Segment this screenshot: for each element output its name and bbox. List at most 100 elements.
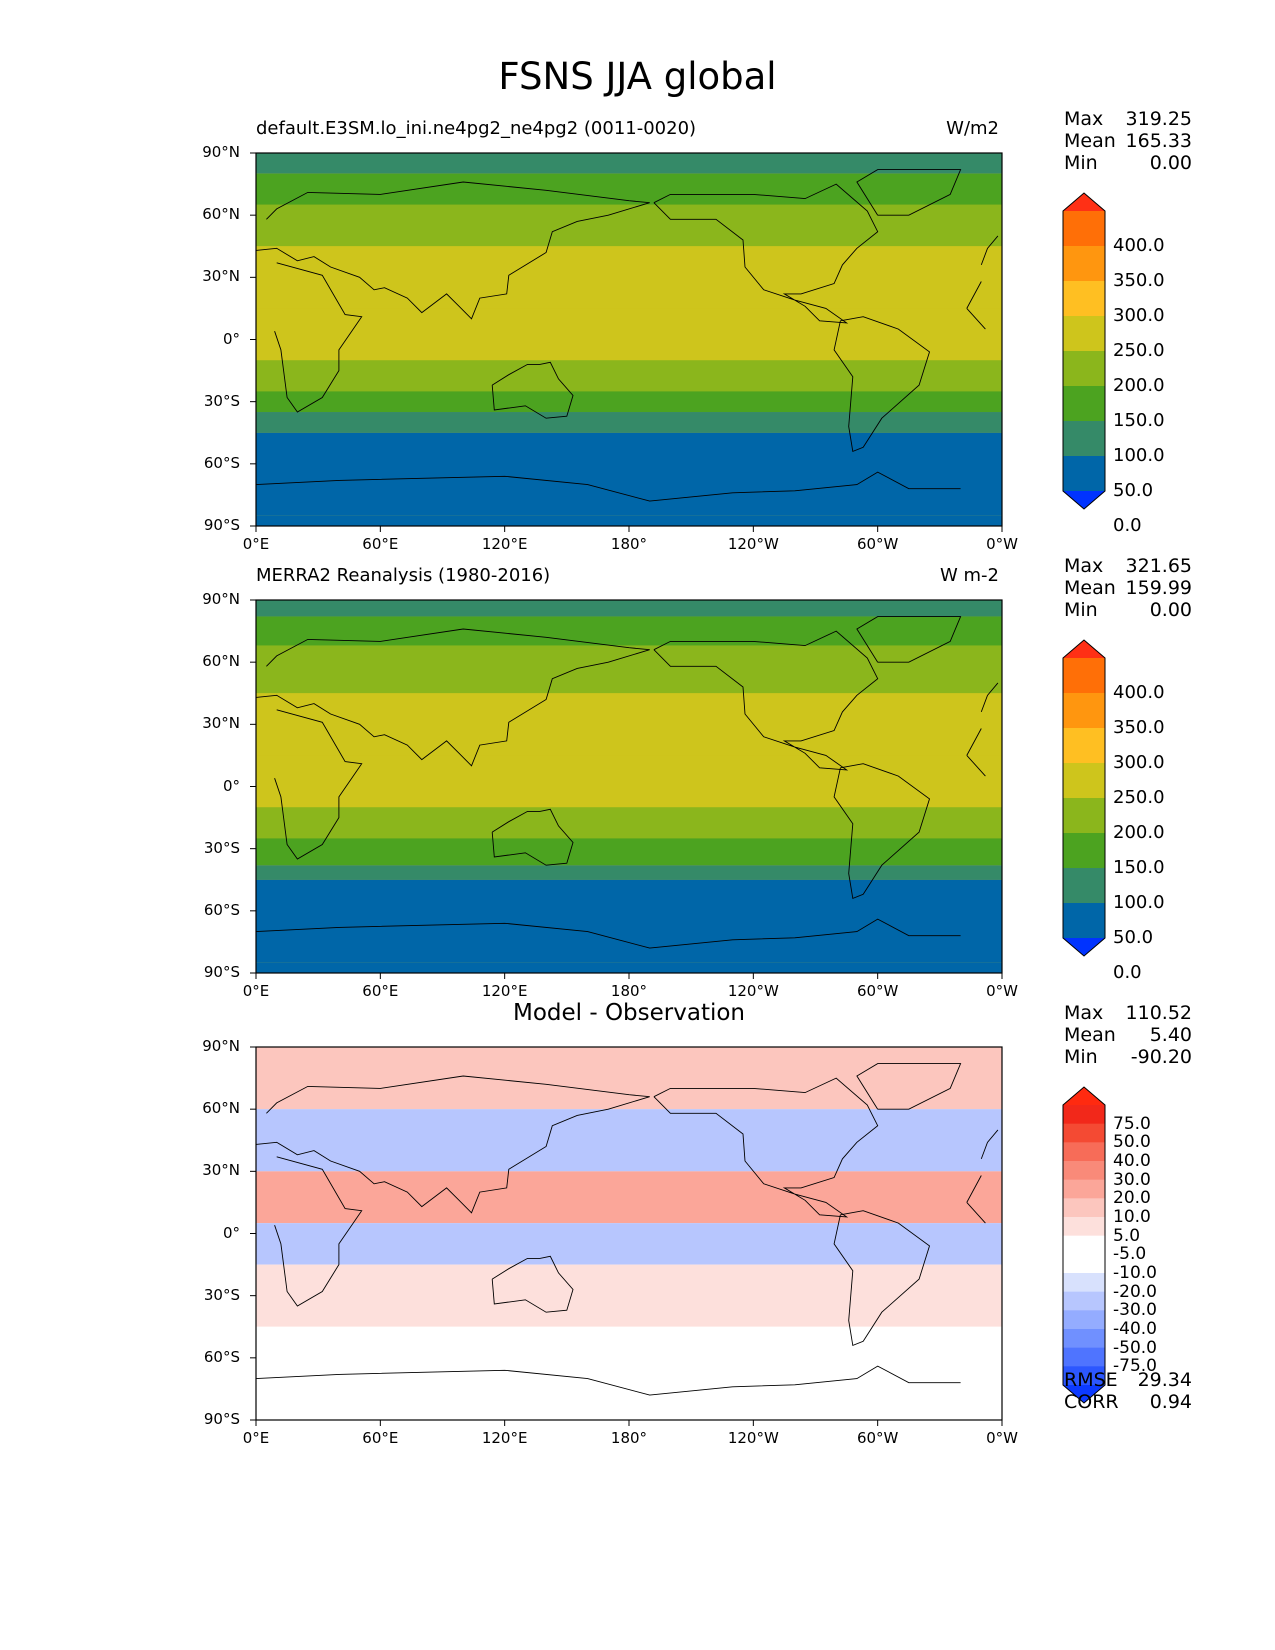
coastline-6 xyxy=(255,471,961,502)
coastline-5 xyxy=(856,169,962,216)
coastline-4 xyxy=(491,1255,574,1313)
x-tick-label: 120°E xyxy=(481,1429,528,1447)
colorbar-bin xyxy=(1063,351,1105,387)
colorbar-extend-max xyxy=(1063,640,1105,658)
colorbar-bin xyxy=(1063,1123,1105,1143)
zonal-band-1 xyxy=(256,173,1002,205)
stat-value: 0.00 xyxy=(1149,152,1192,174)
colorbar-bin xyxy=(1063,246,1105,282)
stats-block: Max 110.52 Mean 5.40 Min -90.20 xyxy=(1064,1002,1192,1068)
coastline-6 xyxy=(255,1365,961,1396)
zonal-band-1 xyxy=(256,1109,1002,1172)
colorbar-bin xyxy=(1063,1217,1105,1237)
units-label: W/m2 xyxy=(946,118,999,139)
colorbar-outline xyxy=(1062,639,1106,957)
x-tick-label: 60°E xyxy=(362,982,399,1000)
panel-observation: 0°E 60°E 120°E 180° 120°W 60°W 0°W 90°N 60°N 30°N… xyxy=(0,555,1275,1005)
metric-row: RMSE 29.34 xyxy=(1064,1369,1192,1391)
zonal-band-5 xyxy=(256,360,1002,392)
y-tick-label: 90°S xyxy=(203,1410,240,1428)
stat-label: Mean xyxy=(1064,1024,1116,1046)
stat-value: 321.65 xyxy=(1125,555,1192,577)
colorbar-tick-label: 75.0 xyxy=(1113,1113,1151,1134)
colorbar-tick-label: 150.0 xyxy=(1113,410,1165,431)
y-tick-label: 90°N xyxy=(202,590,240,608)
stat-label: Min xyxy=(1064,152,1098,174)
colorbar-tick-label: 400.0 xyxy=(1113,682,1165,703)
stats-block: Max 319.25 Mean 165.33 Min 0.00 xyxy=(1064,108,1192,174)
metric-value: 0.94 xyxy=(1149,1391,1192,1413)
coastline-4 xyxy=(491,808,574,866)
stat-value: 165.33 xyxy=(1125,130,1192,152)
colorbar-bin xyxy=(1063,868,1105,904)
zonal-band-5 xyxy=(256,807,1002,839)
colorbar-tick-label: 100.0 xyxy=(1113,445,1165,466)
y-tick-label: 60°S xyxy=(203,1347,240,1366)
coastline-3 xyxy=(833,316,931,453)
colorbar xyxy=(1062,1086,1106,1404)
x-tick-label: 120°W xyxy=(727,982,779,1000)
stat-label: Mean xyxy=(1064,577,1116,599)
panel-title: MERRA2 Reanalysis (1980-2016) xyxy=(256,565,551,586)
stat-label: Max xyxy=(1064,555,1104,577)
x-tick-label: 60°E xyxy=(362,535,399,553)
colorbar-bin xyxy=(1063,903,1105,939)
colorbar-tick-label: 30.0 xyxy=(1113,1169,1151,1190)
zonal-band-6 xyxy=(256,391,1002,413)
x-tick-label: 0°W xyxy=(986,535,1018,553)
x-tick-label: 120°W xyxy=(727,535,779,553)
coastline-1 xyxy=(255,1075,999,1214)
colorbar-tick-label: 350.0 xyxy=(1113,270,1165,291)
zonal-band-3 xyxy=(256,693,1002,756)
stat-row: Mean 159.99 xyxy=(1064,577,1192,599)
panel-title: Model - Observation xyxy=(512,1000,746,1026)
zonal-band-2 xyxy=(256,204,1002,247)
zonal-band-8 xyxy=(256,432,1002,516)
colorbar-tick-label: -50.0 xyxy=(1113,1337,1157,1358)
y-tick-label: 60°N xyxy=(202,1099,240,1118)
colorbar-bin xyxy=(1063,1198,1105,1218)
x-tick-label: 0°E xyxy=(242,535,270,553)
map-svg-2 xyxy=(250,1046,1106,1426)
x-tick-label: 120°E xyxy=(481,535,528,553)
y-tick-label: 90°N xyxy=(202,1037,240,1055)
x-tick-label: 0°W xyxy=(986,1429,1018,1447)
colorbar-bin xyxy=(1063,211,1105,247)
y-tick-label: 90°S xyxy=(203,963,240,981)
colorbar-tick-label: 250.0 xyxy=(1113,340,1165,361)
coastline-3 xyxy=(833,1210,931,1347)
zonal-band-4 xyxy=(256,308,1002,361)
y-tick-label: 0° xyxy=(222,1223,240,1242)
units-label: W m-2 xyxy=(939,565,999,586)
map-svg-0 xyxy=(250,152,1106,532)
colorbar-bin xyxy=(1063,1254,1105,1274)
zonal-band-3 xyxy=(256,1223,1002,1265)
colorbar-tick-label: 300.0 xyxy=(1113,752,1165,773)
coastline-6 xyxy=(255,918,961,949)
colorbar-bin xyxy=(1063,798,1105,834)
zonal-band-9 xyxy=(256,962,1002,973)
stat-value: -90.20 xyxy=(1130,1046,1192,1068)
colorbar-bin xyxy=(1063,1273,1105,1293)
colorbar-bin xyxy=(1063,1105,1105,1125)
y-tick-label: 0° xyxy=(222,776,240,795)
stat-row: Min 0.00 xyxy=(1064,599,1192,621)
y-tick-label: 90°N xyxy=(202,143,240,161)
coastline-2 xyxy=(653,183,879,324)
colorbar-bin xyxy=(1063,763,1105,799)
zonal-band-9 xyxy=(256,515,1002,526)
stat-value: 110.52 xyxy=(1125,1002,1192,1024)
x-tick-label: 120°E xyxy=(481,982,528,1000)
zonal-band-7 xyxy=(256,412,1002,433)
zonal-band-6 xyxy=(256,838,1002,866)
metrics-block: RMSE 29.34 CORR 0.94 xyxy=(1064,1369,1192,1413)
colorbar-bin xyxy=(1063,1347,1105,1367)
zonal-band-3 xyxy=(256,246,1002,309)
colorbar-tick-label: 5.0 xyxy=(1113,1225,1141,1246)
colorbar-bin xyxy=(1063,1310,1105,1330)
x-tick-label: 60°E xyxy=(362,1429,399,1447)
stat-label: Max xyxy=(1064,108,1104,130)
x-tick-label: 60°W xyxy=(856,1429,899,1447)
zonal-band-2 xyxy=(256,645,1002,694)
x-tick-label: 0°W xyxy=(986,982,1018,1000)
